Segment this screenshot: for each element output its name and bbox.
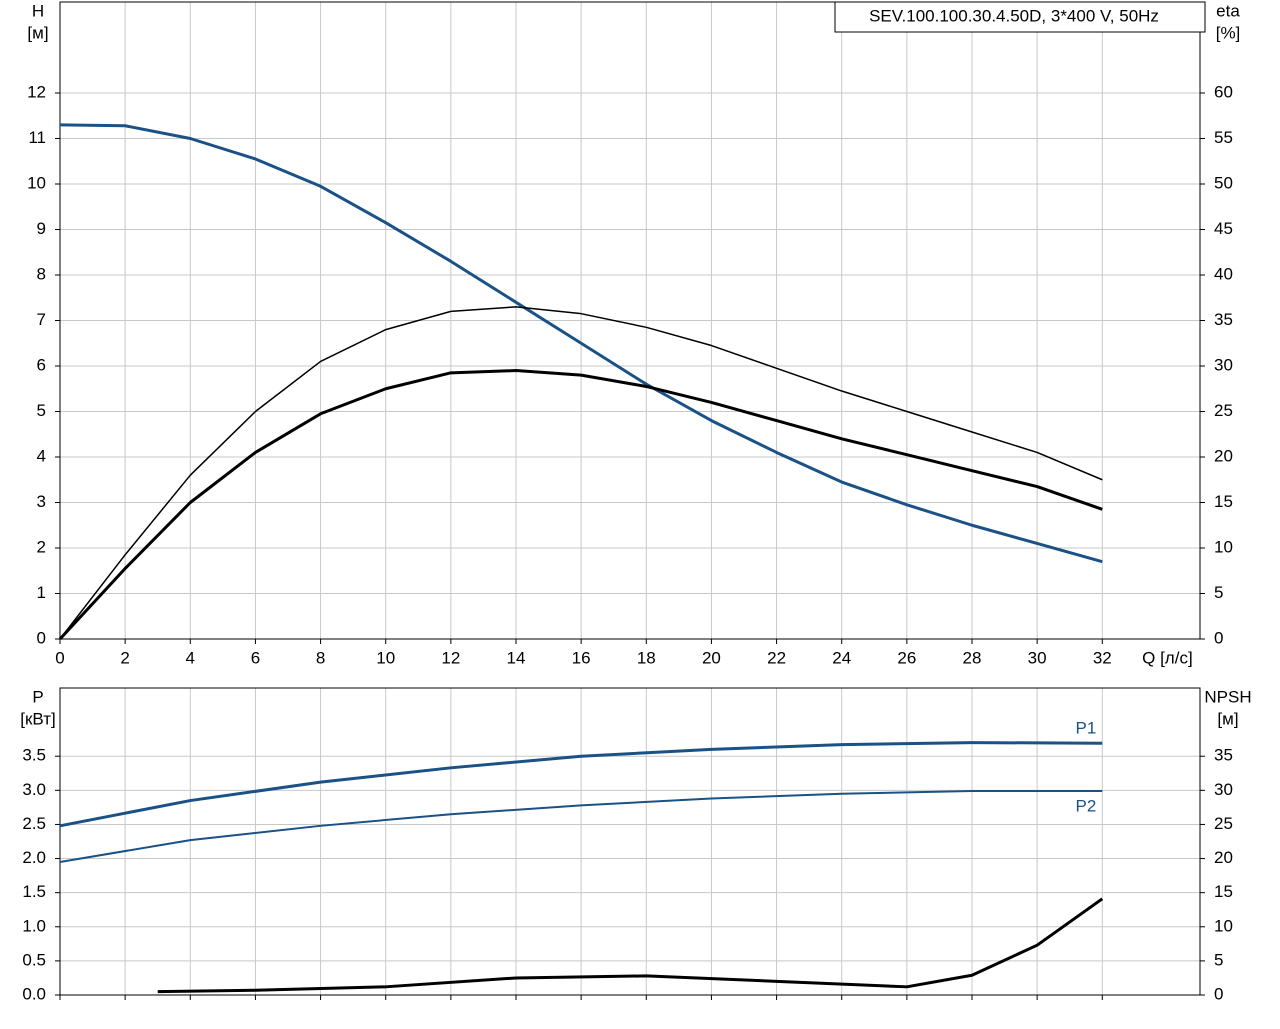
y-tick-label: 3	[37, 492, 46, 511]
y2-tick-label: 10	[1214, 537, 1233, 556]
x-tick-label: 20	[702, 648, 721, 667]
curve-label: P1	[1075, 719, 1096, 738]
y-tick-label: 0.5	[22, 950, 46, 969]
x-tick-label: 22	[767, 648, 786, 667]
y-tick-label: 6	[37, 355, 46, 374]
curve	[59, 790, 1103, 863]
x-tick-label: 30	[1028, 648, 1047, 667]
y-tick-label: 2.5	[22, 814, 46, 833]
y2-axis-unit: [%]	[1216, 23, 1241, 42]
curve	[58, 369, 1103, 641]
y2-tick-label: 15	[1214, 882, 1233, 901]
y-axis-label: H	[32, 1, 44, 20]
y-tick-label: 4	[37, 446, 46, 465]
x-tick-label: 24	[832, 648, 851, 667]
y2-tick-label: 0	[1214, 628, 1223, 647]
y-tick-label: 2.0	[22, 848, 46, 867]
y-tick-label: 0	[37, 628, 46, 647]
x-tick-label: 26	[897, 648, 916, 667]
y-axis-unit: [кВт]	[20, 709, 55, 728]
x-tick-label: 12	[441, 648, 460, 667]
y2-tick-label: 30	[1214, 780, 1233, 799]
y2-tick-label: 20	[1214, 848, 1233, 867]
x-tick-label: 14	[507, 648, 526, 667]
x-tick-label: 18	[637, 648, 656, 667]
y-tick-label: 10	[27, 173, 46, 192]
x-tick-label: 6	[251, 648, 260, 667]
x-axis-label: Q [л/с]	[1142, 648, 1193, 667]
curve	[157, 897, 1104, 994]
y2-tick-label: 0	[1214, 984, 1223, 1003]
x-tick-label: 16	[572, 648, 591, 667]
x-tick-label: 4	[186, 648, 195, 667]
y2-axis-unit: [м]	[1217, 709, 1238, 728]
y2-tick-label: 40	[1214, 264, 1233, 283]
y2-axis-label: NPSH	[1204, 687, 1251, 706]
y-tick-label: 3.0	[22, 780, 46, 799]
y-tick-label: 9	[37, 219, 46, 238]
y-tick-label: 3.5	[22, 746, 46, 765]
y2-tick-label: 35	[1214, 746, 1233, 765]
y2-tick-label: 45	[1214, 219, 1233, 238]
y-tick-label: 2	[37, 537, 46, 556]
y2-tick-label: 15	[1214, 492, 1233, 511]
y-axis-unit: [м]	[27, 23, 48, 42]
curve	[59, 741, 1103, 828]
x-tick-label: 32	[1093, 648, 1112, 667]
x-tick-label: 8	[316, 648, 325, 667]
y-tick-label: 11	[28, 128, 46, 147]
y-tick-label: 1.5	[22, 882, 46, 901]
y-tick-label: 8	[37, 264, 46, 283]
y-tick-label: 5	[37, 401, 46, 420]
y2-tick-label: 50	[1214, 173, 1233, 192]
y-axis-label: P	[32, 687, 43, 706]
plot-frame	[59, 687, 1201, 996]
x-tick-label: 28	[963, 648, 982, 667]
curve	[59, 306, 1103, 640]
y-tick-label: 1	[37, 583, 46, 602]
y2-tick-label: 25	[1214, 401, 1233, 420]
y2-tick-label: 10	[1214, 916, 1233, 935]
chart-title: SEV.100.100.30.4.50D, 3*400 V, 50Hz	[869, 6, 1159, 25]
y-tick-label: 1.0	[22, 916, 46, 935]
x-tick-label: 2	[120, 648, 129, 667]
x-tick-label: 10	[376, 648, 395, 667]
y2-tick-label: 25	[1214, 814, 1233, 833]
y2-tick-label: 35	[1214, 310, 1233, 329]
y2-axis-label: eta	[1216, 1, 1240, 20]
y2-tick-label: 5	[1214, 950, 1223, 969]
y2-tick-label: 55	[1214, 128, 1233, 147]
plot-frame	[59, 1, 1201, 640]
curve	[59, 123, 1103, 564]
y-tick-label: 12	[27, 82, 46, 101]
y2-tick-label: 20	[1214, 446, 1233, 465]
curve-label: P2	[1075, 796, 1096, 815]
y-tick-label: 7	[37, 310, 46, 329]
y2-tick-label: 30	[1214, 355, 1233, 374]
y-tick-label: 0.0	[22, 984, 46, 1003]
y2-tick-label: 5	[1214, 583, 1223, 602]
x-tick-label: 0	[55, 648, 64, 667]
y2-tick-label: 60	[1214, 82, 1233, 101]
title-box	[834, 1, 1206, 33]
